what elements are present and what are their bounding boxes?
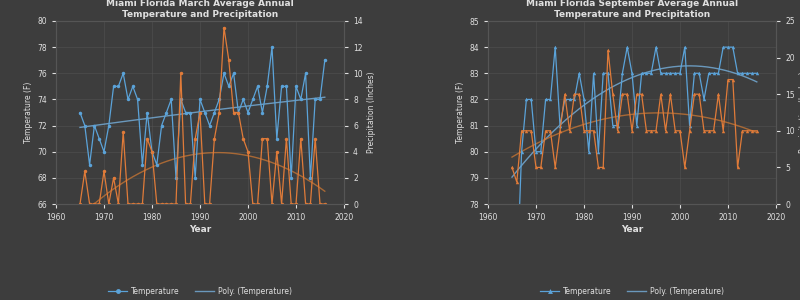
Y-axis label: Precipitation (Inches): Precipitation (Inches) [799,72,800,153]
X-axis label: Year: Year [621,225,643,234]
Title: Miami Florida September Average Annual
Temperature and Precipitation: Miami Florida September Average Annual T… [526,0,738,19]
Legend: Temperature, Percipitation, Poly. (Temperature), Poly. (Percipitation): Temperature, Percipitation, Poly. (Tempe… [108,286,292,300]
Title: Miami Florida March Average Annual
Temperature and Precipitation: Miami Florida March Average Annual Tempe… [106,0,294,19]
Y-axis label: Temperature (F): Temperature (F) [456,82,465,143]
X-axis label: Year: Year [189,225,211,234]
Y-axis label: Precipitation (Inches): Precipitation (Inches) [367,72,376,153]
Y-axis label: Temperature (F): Temperature (F) [24,82,33,143]
Legend: Temperature, Precipitation, Poly. (Temperature), Poly. (Precipitation): Temperature, Precipitation, Poly. (Tempe… [540,286,724,300]
